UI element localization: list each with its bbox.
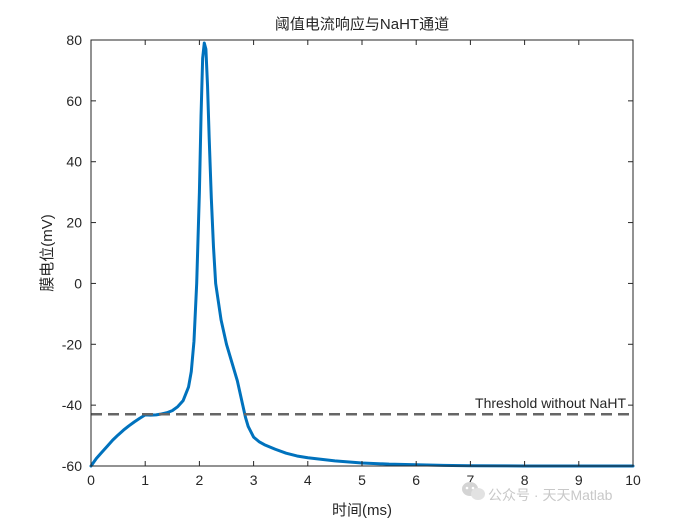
x-tick-label: 3 bbox=[250, 472, 258, 488]
threshold-annotation: Threshold without NaHT bbox=[475, 395, 626, 411]
x-tick-label: 10 bbox=[625, 472, 641, 488]
y-tick-label: 20 bbox=[66, 215, 82, 231]
x-tick-label: 1 bbox=[141, 472, 149, 488]
watermark: 公众号 · 天天Matlab bbox=[462, 482, 613, 503]
y-axis: -60 -40 -20 0 20 40 60 80 bbox=[62, 32, 633, 474]
x-tick-label: 8 bbox=[521, 472, 529, 488]
plot-background bbox=[91, 40, 633, 466]
series-layer bbox=[89, 41, 635, 468]
y-tick-label: -40 bbox=[62, 397, 82, 413]
x-tick-label: 6 bbox=[412, 472, 420, 488]
y-axis-title: 膜电位(mV) bbox=[39, 214, 56, 292]
x-tick-label: 9 bbox=[575, 472, 583, 488]
watermark-text: 公众号 · 天天Matlab bbox=[488, 487, 613, 503]
y-tick-label: 60 bbox=[66, 93, 82, 109]
x-axis: 0 1 2 3 4 5 6 7 8 9 10 bbox=[87, 40, 641, 488]
membrane-potential-line bbox=[89, 41, 635, 468]
y-tick-label: 40 bbox=[66, 154, 82, 170]
x-tick-label: 2 bbox=[196, 472, 204, 488]
y-tick-label: -20 bbox=[62, 336, 82, 352]
x-axis-title: 时间(ms) bbox=[332, 502, 392, 519]
y-tick-label: 80 bbox=[66, 32, 82, 48]
x-tick-label: 0 bbox=[87, 472, 95, 488]
wechat-icon bbox=[462, 482, 485, 500]
x-tick-label: 5 bbox=[358, 472, 366, 488]
chart-title: 阈值电流响应与NaHT通道 bbox=[275, 15, 449, 33]
y-tick-label: -60 bbox=[62, 458, 82, 474]
x-tick-label: 7 bbox=[467, 472, 475, 488]
y-tick-label: 0 bbox=[74, 275, 82, 291]
x-tick-label: 4 bbox=[304, 472, 312, 488]
